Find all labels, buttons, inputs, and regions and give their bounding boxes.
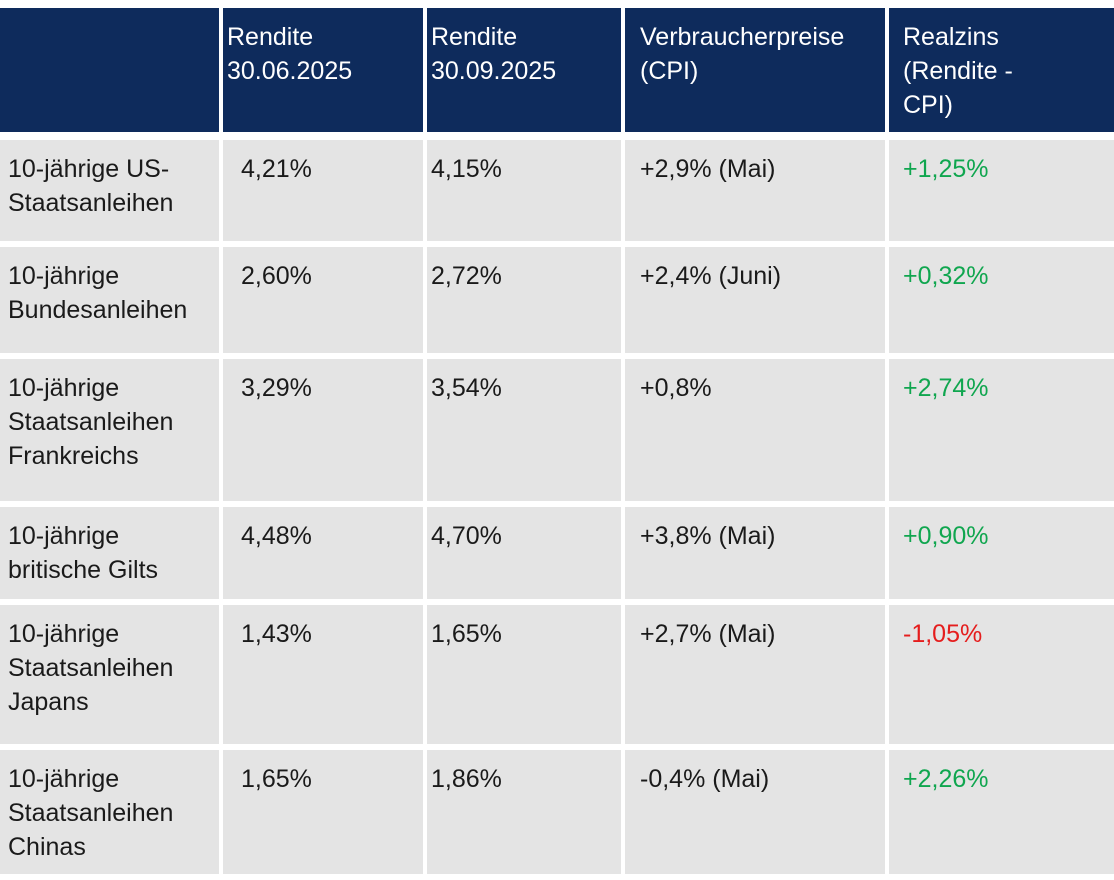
header-cell-empty [0, 8, 219, 132]
table-row-china: 10-jährige Staatsanleihen Chinas 1,65% 1… [0, 750, 1114, 874]
rendite-30-06-value: 4,21% [223, 140, 423, 241]
header-cell-rendite-30-06-2025: Rendite 30.06.2025 [223, 8, 423, 132]
header-cell-rendite-30-09-2025: Rendite 30.09.2025 [427, 8, 621, 132]
rendite-30-06-value: 4,48% [223, 507, 423, 599]
table-row-bundesanleihen: 10-jährige Bundesanleihen 2,60% 2,72% +2… [0, 247, 1114, 353]
table-header-row: Rendite 30.06.2025 Rendite 30.09.2025 Ve… [0, 8, 1114, 132]
cpi-value: +3,8% (Mai) [625, 507, 885, 599]
realzins-value: +0,90% [889, 507, 1114, 599]
rendite-30-06-value: 2,60% [223, 247, 423, 353]
table-row-britische-gilts: 10-jährige britische Gilts 4,48% 4,70% +… [0, 507, 1114, 599]
rendite-30-06-value: 3,29% [223, 359, 423, 501]
realzins-value: +1,25% [889, 140, 1114, 241]
cpi-value: +2,4% (Juni) [625, 247, 885, 353]
realzins-value: +2,26% [889, 750, 1114, 874]
cpi-value: +2,7% (Mai) [625, 605, 885, 744]
row-label: 10-jährige Staatsanleihen Chinas [0, 750, 219, 874]
cpi-value: +2,9% (Mai) [625, 140, 885, 241]
rendite-30-09-value: 2,72% [427, 247, 621, 353]
row-label: 10-jährige Bundesanleihen [0, 247, 219, 353]
rendite-30-09-value: 1,65% [427, 605, 621, 744]
rendite-30-06-value: 1,43% [223, 605, 423, 744]
rendite-30-06-value: 1,65% [223, 750, 423, 874]
row-label: 10-jährige britische Gilts [0, 507, 219, 599]
row-label: 10-jährige Staatsanleihen Frankreichs [0, 359, 219, 501]
realzins-value: -1,05% [889, 605, 1114, 744]
row-label: 10-jährige Staatsanleihen Japans [0, 605, 219, 744]
rendite-30-09-value: 4,70% [427, 507, 621, 599]
cpi-value: -0,4% (Mai) [625, 750, 885, 874]
header-cell-realzins: Realzins (Rendite - CPI) [889, 8, 1114, 132]
cpi-value: +0,8% [625, 359, 885, 501]
rendite-30-09-value: 1,86% [427, 750, 621, 874]
table-row-us-staatsanleihen: 10-jährige US- Staatsanleihen 4,21% 4,15… [0, 140, 1114, 241]
table-row-japan: 10-jährige Staatsanleihen Japans 1,43% 1… [0, 605, 1114, 744]
table-row-frankreich: 10-jährige Staatsanleihen Frankreichs 3,… [0, 359, 1114, 501]
realzins-value: +2,74% [889, 359, 1114, 501]
row-label: 10-jährige US- Staatsanleihen [0, 140, 219, 241]
rendite-30-09-value: 4,15% [427, 140, 621, 241]
realzins-value: +0,32% [889, 247, 1114, 353]
rendite-30-09-value: 3,54% [427, 359, 621, 501]
header-cell-verbraucherpreise-cpi: Verbraucherpreise (CPI) [625, 8, 885, 132]
